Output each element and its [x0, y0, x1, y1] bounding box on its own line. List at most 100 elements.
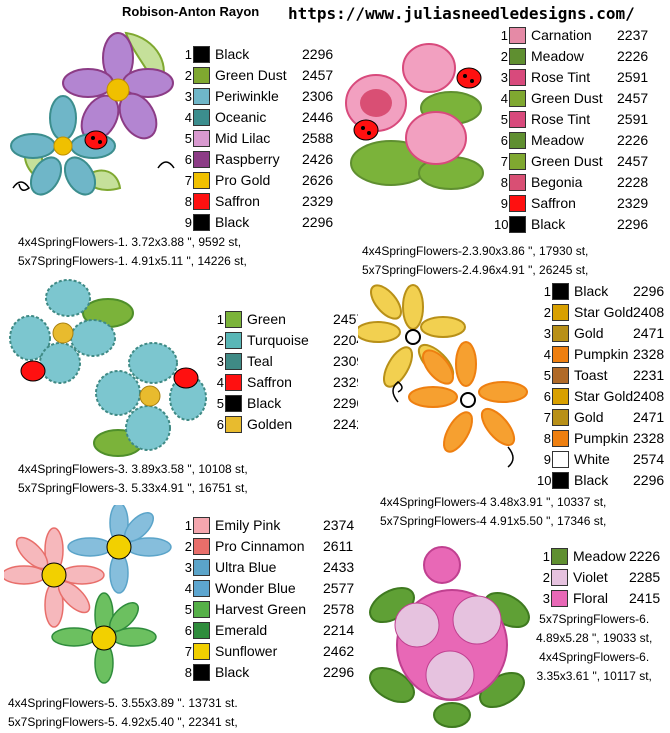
color-swatch — [225, 353, 242, 370]
thread-code: 2242 — [333, 416, 365, 432]
thread-list-6: 1 Meadow 2226 2 Violet 2285 3 Floral 2415 — [536, 547, 666, 610]
thread-name: Harvest Green — [215, 601, 307, 617]
thread-name: Wonder Blue — [215, 580, 296, 596]
thread-row: 1 Black 2296 — [537, 282, 667, 303]
thread-code: 2591 — [617, 69, 649, 85]
thread-name: Violet — [573, 569, 608, 585]
thread-code: 2329 — [333, 374, 365, 390]
thread-name: Rose Tint — [531, 111, 591, 127]
size-caption-line: 5x7SpringFlowers-1. 4.91x5.11 ", 14226 s… — [18, 254, 247, 268]
thread-number: 9 — [184, 215, 192, 230]
color-swatch — [509, 153, 526, 170]
thread-number: 3 — [543, 326, 551, 341]
thread-number: 1 — [184, 47, 192, 62]
thread-code: 2296 — [333, 395, 365, 411]
color-swatch — [509, 132, 526, 149]
thread-name: Meadow — [573, 548, 626, 564]
thread-number: 1 — [542, 549, 550, 564]
thread-code: 2226 — [629, 548, 661, 564]
thread-number: 3 — [500, 70, 508, 85]
thread-number: 6 — [543, 389, 551, 404]
thread-row: 3 Rose Tint 2591 — [494, 68, 659, 89]
thread-number: 7 — [184, 173, 192, 188]
thread-number: 6 — [184, 623, 192, 638]
thread-number: 2 — [543, 305, 551, 320]
color-swatch — [225, 395, 242, 412]
thread-number: 1 — [216, 312, 224, 327]
thread-list-4: 1 Black 2296 2 Star Gold 2408 3 Gold 2471 4 Pumpki… — [537, 282, 667, 492]
thread-row: 4 Saffron 2329 — [210, 373, 364, 394]
thread-name: Black — [247, 395, 282, 411]
thread-row: 6 Raspberry 2426 — [178, 150, 338, 171]
thread-number: 4 — [184, 581, 192, 596]
color-swatch — [509, 195, 526, 212]
thread-number: 4 — [543, 347, 551, 362]
thread-list-2: 1 Carnation 2237 2 Meadow 2226 3 Rose Tint 2591 4… — [494, 26, 659, 236]
color-swatch — [193, 130, 210, 147]
color-swatch — [552, 472, 569, 489]
thread-row: 7 Green Dust 2457 — [494, 152, 659, 173]
thread-row: 3 Ultra Blue 2433 — [178, 558, 358, 579]
size-caption-line: 4x4SpringFlowers-3. 3.89x3.58 ", 10108 s… — [18, 462, 248, 476]
thread-number: 8 — [500, 175, 508, 190]
thread-number: 8 — [543, 431, 551, 446]
thread-row: 1 Black 2296 — [178, 45, 338, 66]
thread-name: Teal — [247, 353, 273, 369]
thread-code: 2577 — [323, 580, 355, 596]
color-swatch — [193, 517, 210, 534]
size-caption-line: 5x7SpringFlowers-4 4.91x5.50 ", 17346 st… — [380, 514, 607, 528]
thread-row: 2 Star Gold 2408 — [537, 303, 667, 324]
thread-name: Saffron — [247, 374, 292, 390]
color-swatch — [193, 622, 210, 639]
thread-name: Saffron — [531, 195, 576, 211]
website-url[interactable]: https://www.juliasneedledesigns.com/ — [288, 4, 635, 23]
thread-name: Golden — [247, 416, 293, 432]
thread-row: 4 Wonder Blue 2577 — [178, 579, 358, 600]
size-caption-line: 4x4SpringFlowers-6. — [539, 650, 650, 664]
thread-row: 2 Violet 2285 — [536, 568, 666, 589]
thread-number: 4 — [216, 375, 224, 390]
color-swatch — [552, 283, 569, 300]
thread-number: 6 — [184, 152, 192, 167]
color-swatch — [552, 388, 569, 405]
thread-code: 2471 — [633, 409, 665, 425]
thread-code: 2296 — [633, 283, 665, 299]
thread-row: 5 Mid Lilac 2588 — [178, 129, 338, 150]
thread-brand-title: Robison-Anton Rayon — [122, 4, 260, 19]
thread-code: 2226 — [617, 132, 649, 148]
thread-name: Sunflower — [215, 643, 278, 659]
thread-code: 2462 — [323, 643, 355, 659]
thread-name: Ultra Blue — [215, 559, 277, 575]
thread-name: Pro Cinnamon — [215, 538, 305, 554]
size-caption-line: 4x4SpringFlowers-2.3.90x3.86 ", 17930 st… — [362, 244, 589, 258]
color-swatch — [193, 643, 210, 660]
thread-number: 3 — [216, 354, 224, 369]
size-caption-line: 5x7SpringFlowers-6. — [539, 612, 650, 626]
thread-name: Green — [247, 311, 286, 327]
design-4-image — [358, 282, 533, 482]
thread-row: 2 Meadow 2226 — [494, 47, 659, 68]
thread-row: 1 Carnation 2237 — [494, 26, 659, 47]
color-swatch — [193, 193, 210, 210]
thread-code: 2328 — [633, 430, 665, 446]
thread-number: 7 — [500, 154, 508, 169]
thread-name: Toast — [574, 367, 608, 383]
thread-number: 4 — [184, 110, 192, 125]
thread-code: 2228 — [617, 174, 649, 190]
thread-name: Black — [215, 46, 250, 62]
color-swatch — [552, 409, 569, 426]
thread-code: 2226 — [617, 48, 649, 64]
thread-code: 2457 — [617, 90, 649, 106]
color-swatch — [193, 88, 210, 105]
thread-code: 2204 — [333, 332, 365, 348]
thread-code: 2328 — [633, 346, 665, 362]
thread-name: Black — [574, 472, 609, 488]
thread-code: 2457 — [617, 153, 649, 169]
color-swatch — [225, 374, 242, 391]
thread-name: Black — [574, 283, 609, 299]
thread-row: 2 Pro Cinnamon 2611 — [178, 537, 358, 558]
size-caption-line: 4.89x5.28 ", 19033 st, — [536, 631, 653, 645]
color-swatch — [193, 580, 210, 597]
design-3-image — [8, 278, 208, 463]
thread-number: 1 — [500, 28, 508, 43]
